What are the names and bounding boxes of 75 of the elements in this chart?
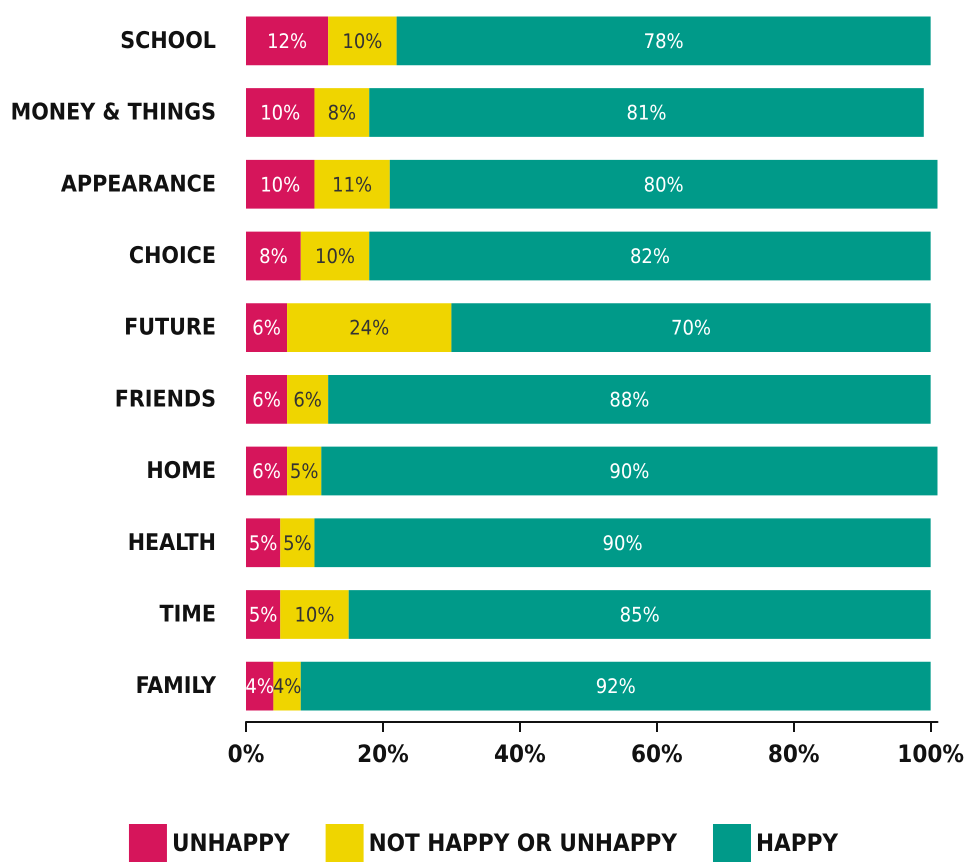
data-label: 80% <box>644 172 684 196</box>
bar <box>287 446 322 496</box>
data-label: 5% <box>248 530 278 555</box>
data-label: 24% <box>349 316 390 340</box>
data-label: 4% <box>245 674 274 698</box>
bar <box>246 88 314 137</box>
data-label: 8% <box>328 100 356 125</box>
x-tick-label: 80% <box>768 740 820 768</box>
data-label: 12% <box>267 28 308 53</box>
bar <box>246 16 328 66</box>
bar <box>246 160 314 209</box>
x-tick-label: 0% <box>228 740 264 768</box>
bar <box>314 88 370 137</box>
data-label: 11% <box>332 172 372 196</box>
y-tick-label: FAMILY <box>136 673 218 700</box>
bar <box>314 518 931 568</box>
y-tick-label: MONEY & THINGS <box>10 100 216 126</box>
bar <box>396 16 931 66</box>
bar <box>328 374 931 424</box>
data-label: 88% <box>609 387 650 412</box>
bar <box>246 446 288 496</box>
bar <box>246 232 301 280</box>
bar <box>369 232 931 280</box>
data-label: 6% <box>252 387 281 412</box>
bar <box>348 590 931 639</box>
legend-label: NOT HAPPY OR UNHAPPY <box>368 829 678 857</box>
bar <box>287 374 328 424</box>
y-tick-label: FUTURE <box>124 314 216 341</box>
y-tick-label: TIME <box>159 601 216 628</box>
data-label: 90% <box>609 459 650 484</box>
bar <box>369 88 924 137</box>
bar <box>280 590 349 639</box>
data-label: 85% <box>620 602 660 626</box>
data-label: 6% <box>252 459 281 484</box>
bar <box>321 446 938 496</box>
data-label: 10% <box>294 602 334 626</box>
legend-label: HAPPY <box>756 829 838 857</box>
data-label: 70% <box>671 316 712 340</box>
data-label: 6% <box>293 387 322 412</box>
data-label: 10% <box>260 172 300 196</box>
bar <box>451 303 931 352</box>
y-tick-label: HOME <box>146 458 216 484</box>
legend-label: UNHAPPY <box>172 829 290 857</box>
data-label: 5% <box>283 530 312 555</box>
data-label: 92% <box>596 674 636 698</box>
data-label: 5% <box>248 602 278 626</box>
bar <box>246 374 288 424</box>
data-label: 81% <box>626 100 667 125</box>
y-tick-label: HEALTH <box>128 530 216 556</box>
bar <box>328 16 397 66</box>
x-tick-label: 60% <box>630 740 683 768</box>
data-label: 78% <box>644 28 684 53</box>
data-label: 5% <box>290 459 318 484</box>
data-label: 8% <box>259 244 288 268</box>
bar <box>280 518 314 568</box>
bar <box>300 232 370 280</box>
y-tick-label: APPEARANCE <box>60 171 216 198</box>
bar <box>246 303 288 352</box>
bar <box>314 160 390 209</box>
bar <box>390 160 938 209</box>
data-label: 10% <box>315 244 356 268</box>
bar <box>300 662 931 711</box>
data-label: 4% <box>272 674 302 698</box>
data-label: 90% <box>602 530 643 555</box>
y-tick-label: CHOICE <box>128 242 216 269</box>
x-tick-label: 40% <box>494 740 546 768</box>
data-label: 10% <box>342 28 382 53</box>
bar <box>287 303 452 352</box>
x-tick-label: 20% <box>357 740 409 768</box>
y-tick-label: SCHOOL <box>120 28 216 54</box>
data-label: 82% <box>630 244 670 268</box>
y-tick-label: FRIENDS <box>114 386 216 412</box>
x-tick-label: 100% <box>897 740 964 768</box>
data-label: 10% <box>260 100 300 125</box>
data-label: 6% <box>252 316 281 340</box>
